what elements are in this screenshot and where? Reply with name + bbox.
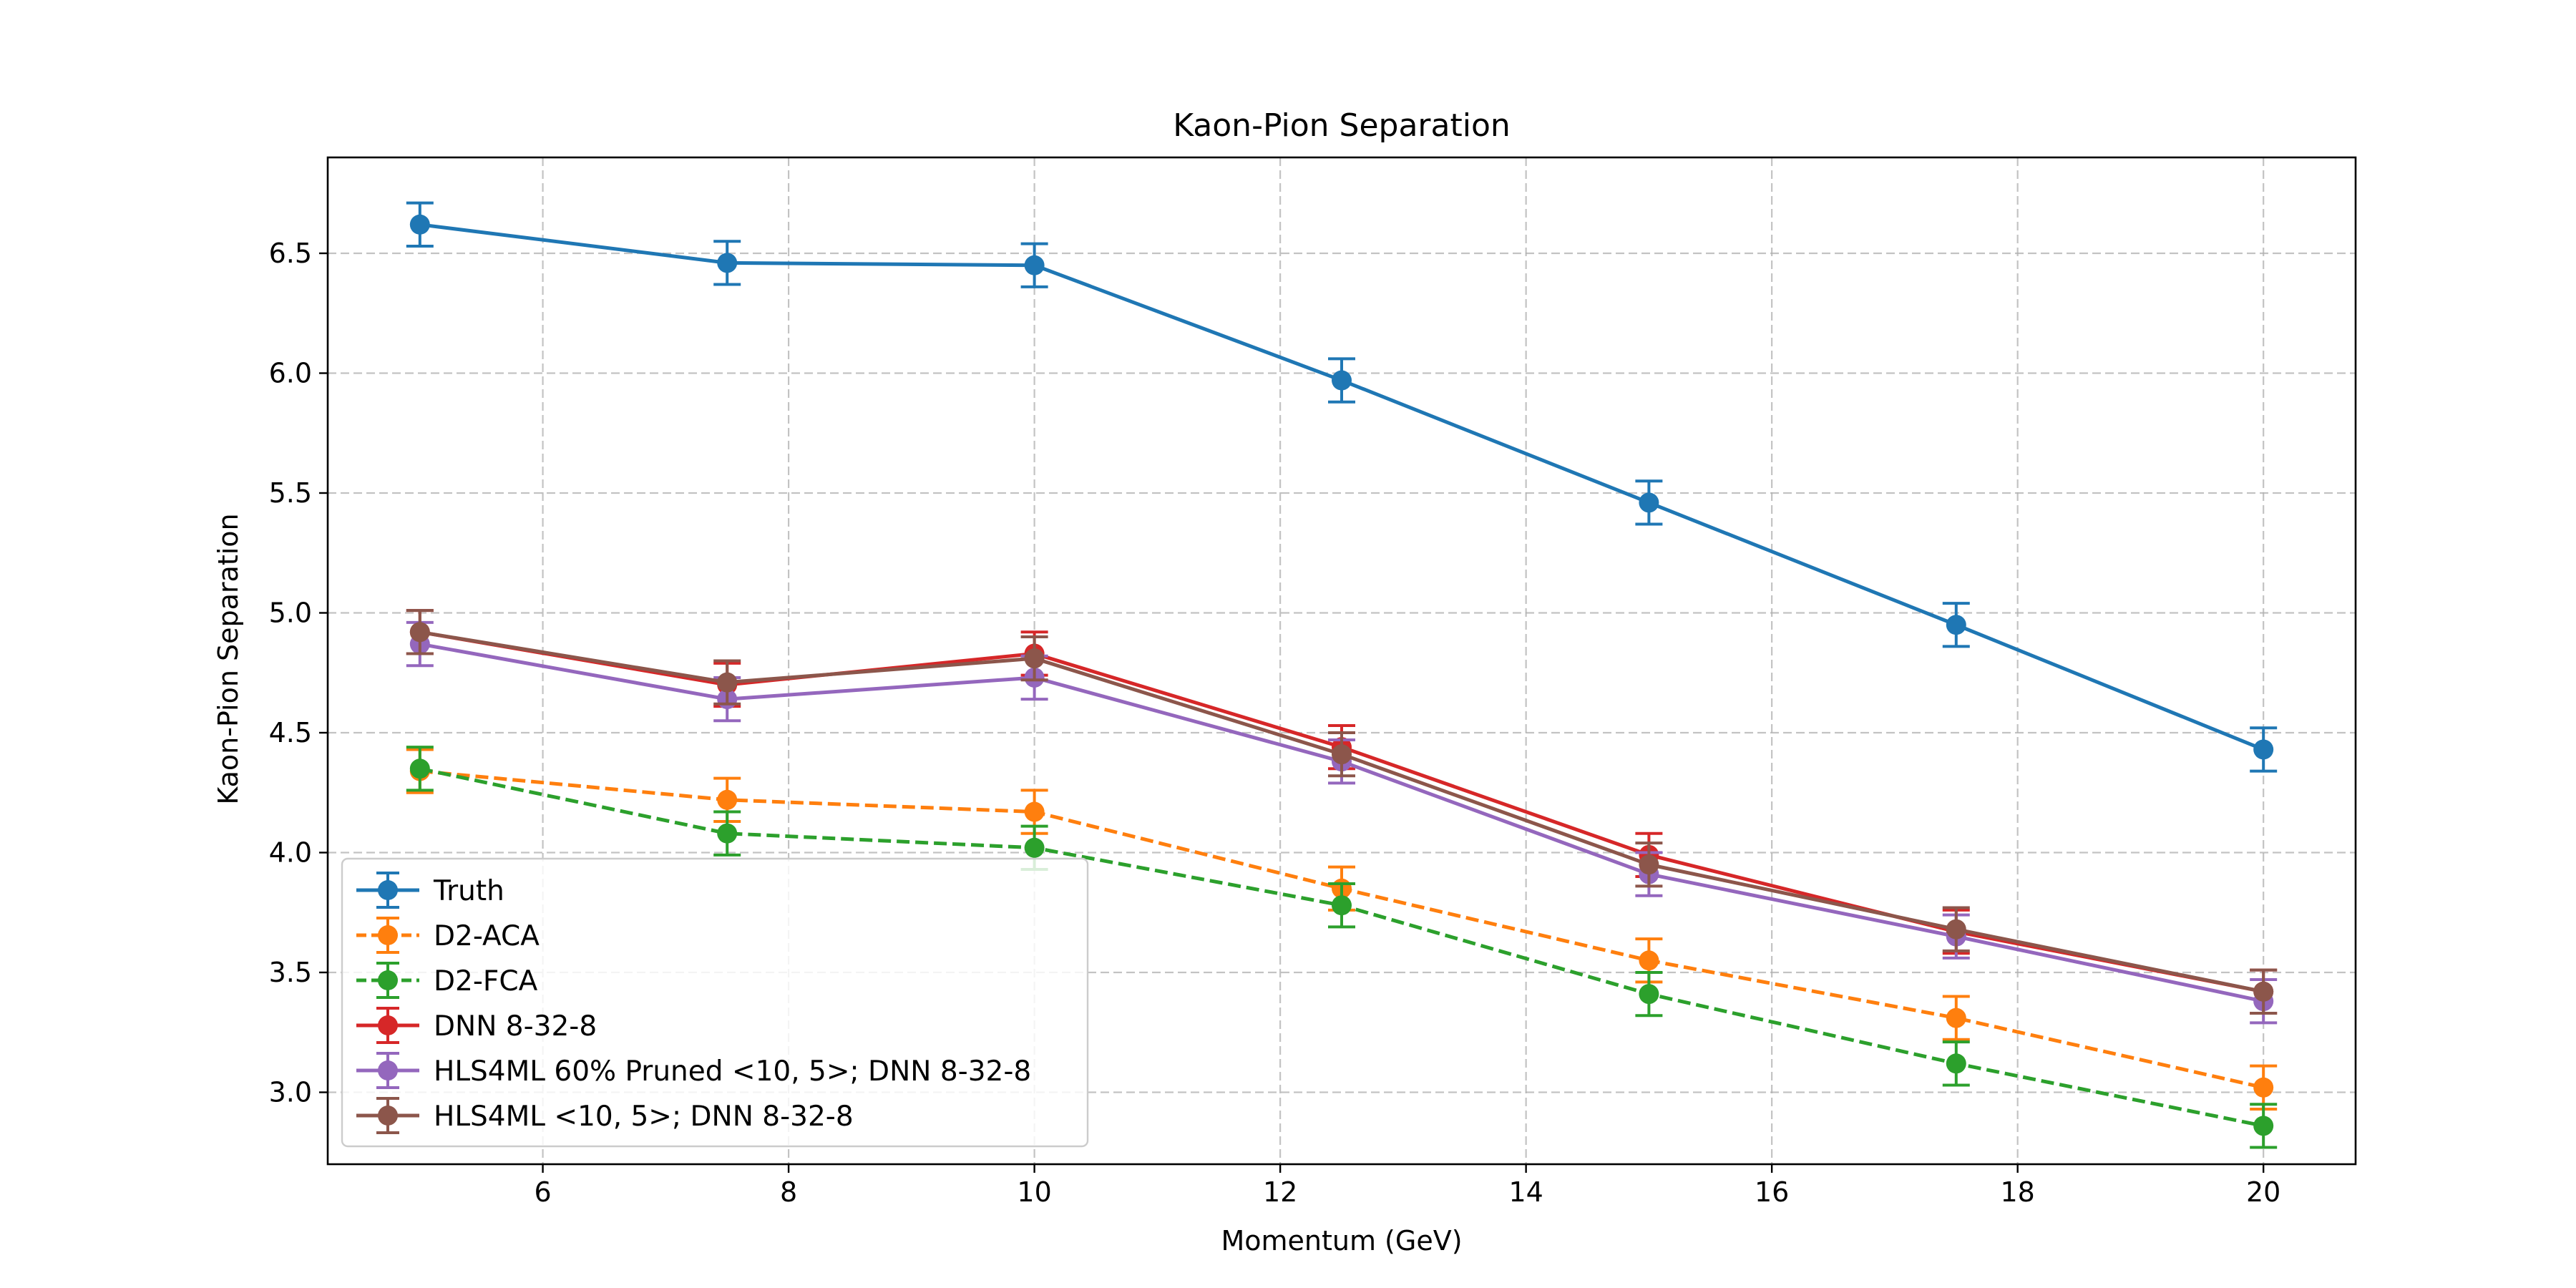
data-point (409, 758, 430, 779)
legend-label: D2-FCA (434, 965, 538, 997)
legend-item: HLS4ML 60% Pruned <10, 5>; DNN 8-32-8 (356, 1052, 1031, 1089)
data-point (2253, 1077, 2274, 1098)
series-2 (406, 746, 2278, 1149)
x-tick-label: 6 (534, 1176, 551, 1208)
x-axis-label: Momentum (GeV) (1221, 1225, 1462, 1257)
data-point (1946, 1053, 1966, 1074)
legend-marker (378, 925, 398, 945)
y-tick-label: 3.5 (269, 957, 312, 988)
legend-label: HLS4ML <10, 5>; DNN 8-32-8 (434, 1101, 854, 1133)
data-point (1332, 744, 1352, 765)
grid (328, 157, 2356, 1164)
legend-marker (378, 1106, 398, 1126)
data-point (717, 823, 738, 844)
x-tick-label: 10 (1017, 1176, 1051, 1208)
chart-title: Kaon-Pion Separation (1173, 107, 1511, 144)
data-point (2253, 981, 2274, 1002)
data-point (409, 622, 430, 643)
legend-label: Truth (433, 875, 504, 907)
series-line (419, 223, 2265, 751)
y-tick-label: 5.5 (269, 477, 312, 509)
data-point (1024, 648, 1045, 669)
y-tick-label: 4.0 (269, 837, 312, 869)
y-tick-label: 3.0 (269, 1077, 312, 1108)
data-point (1332, 895, 1352, 916)
y-tick-label: 6.5 (269, 238, 312, 269)
y-tick-label: 5.0 (269, 597, 312, 629)
data-point (1639, 984, 1659, 1005)
legend-label: D2-ACA (434, 920, 540, 952)
data-point (1946, 919, 1966, 940)
legend-marker (378, 970, 398, 990)
legend-box (341, 857, 1089, 1148)
legend-marker (378, 1060, 398, 1080)
data-point (1024, 837, 1045, 858)
legend-marker (378, 880, 398, 900)
x-tick-label: 8 (780, 1176, 797, 1208)
data-point (1024, 255, 1045, 275)
legend-item: D2-ACA (356, 917, 540, 954)
data-point (1946, 1008, 1966, 1028)
legend-label: HLS4ML 60% Pruned <10, 5>; DNN 8-32-8 (434, 1055, 1031, 1088)
y-tick-label: 6.0 (269, 358, 312, 389)
legend-item: Truth (356, 872, 504, 909)
data-point (2253, 1116, 2274, 1136)
axis-ticks: 6 8 10 12 14 16 18 20 3.0 3.5 4.0 4.5 5.0 5.5 6.0 6.5 (269, 238, 2281, 1208)
y-tick-label: 4.5 (269, 717, 312, 748)
data-point (409, 214, 430, 235)
legend-item: DNN 8-32-8 (356, 1007, 597, 1044)
data-point (2253, 739, 2274, 760)
data-point (1639, 854, 1659, 875)
plot-frame (326, 156, 2357, 1166)
data-point (1639, 492, 1659, 513)
series-5 (406, 609, 2278, 1015)
data-point (717, 672, 738, 693)
x-tick-label: 16 (1755, 1176, 1789, 1208)
legend-label: DNN 8-32-8 (434, 1010, 597, 1043)
series-0 (406, 201, 2278, 773)
data-point (1639, 950, 1659, 971)
legend: Truth D2-ACA D2-FCA DNN 8-32-8 HLS4ML 60% Pr… (341, 857, 1089, 1148)
data-point (717, 253, 738, 273)
data-point (1946, 615, 1966, 635)
data-point (1332, 370, 1352, 391)
x-tick-label: 14 (1508, 1176, 1543, 1208)
data-point (1024, 801, 1045, 822)
y-axis-label: Kaon-Pion Separation (213, 513, 244, 804)
data-point (717, 789, 738, 810)
x-tick-label: 12 (1263, 1176, 1297, 1208)
legend-item: HLS4ML <10, 5>; DNN 8-32-8 (356, 1097, 854, 1134)
legend-marker (378, 1015, 398, 1035)
legend-item: D2-FCA (356, 962, 538, 999)
x-tick-label: 20 (2246, 1176, 2280, 1208)
x-tick-label: 18 (2000, 1176, 2034, 1208)
series-layer (406, 201, 2278, 1149)
